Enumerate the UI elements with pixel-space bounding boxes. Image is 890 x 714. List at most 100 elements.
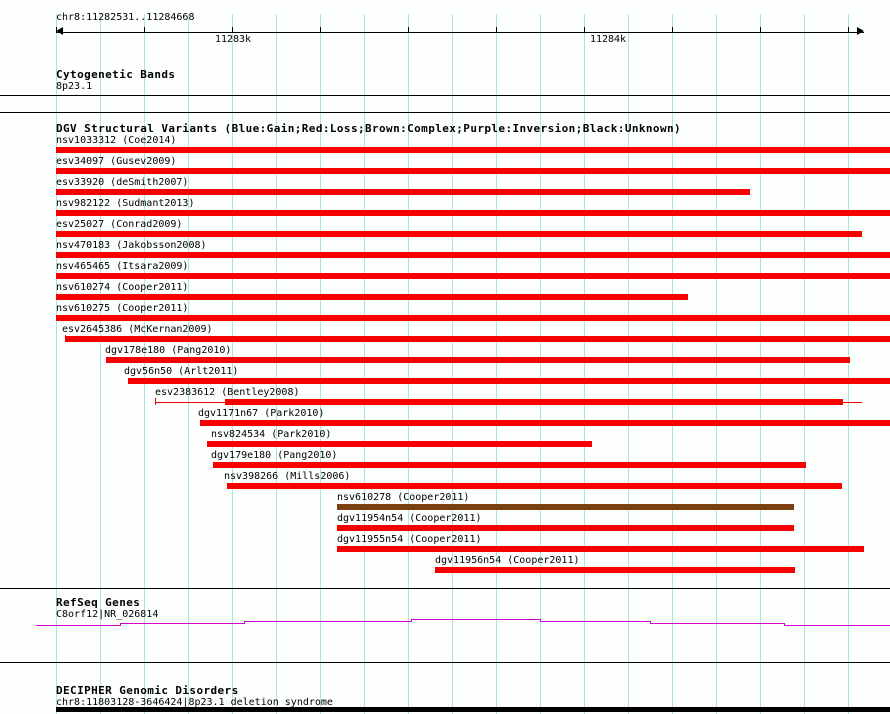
gridline — [232, 14, 233, 714]
sv-feature-label[interactable]: nsv610278 (Cooper2011) — [337, 492, 470, 503]
ruler-tick — [56, 27, 57, 33]
ruler-tick — [232, 27, 233, 33]
gene-exon-segment[interactable] — [244, 621, 411, 623]
sv-feature-bar[interactable] — [227, 483, 842, 489]
ruler-tick — [144, 27, 145, 33]
sv-feature-label[interactable]: nsv610275 (Cooper2011) — [56, 303, 189, 314]
locus-coordinate-label: chr8:11282531..11284668 — [56, 12, 195, 23]
gridline — [364, 14, 365, 714]
sv-feature-label[interactable]: esv2383612 (Bentley2008) — [155, 387, 300, 398]
sv-feature-bar[interactable] — [225, 399, 843, 405]
sv-feature-bar[interactable] — [56, 168, 890, 174]
gridline — [188, 14, 189, 714]
ruler-tick-label: 11284k — [589, 34, 627, 45]
ruler-tick — [760, 27, 761, 33]
gene-intron-riser — [650, 621, 652, 625]
sv-feature-label[interactable]: dgv11954n54 (Cooper2011) — [337, 513, 482, 524]
sv-feature-bar[interactable] — [65, 336, 890, 342]
sv-feature-bar[interactable] — [106, 357, 850, 363]
sv-feature-bar[interactable] — [128, 378, 890, 384]
gene-intron-riser — [411, 619, 413, 623]
sv-feature-bar[interactable] — [337, 504, 794, 510]
decipher-disorder-label[interactable]: chr8:11803128-3646424|8p23.1 deletion sy… — [56, 697, 333, 708]
gridline — [496, 14, 497, 714]
sv-feature-label[interactable]: dgv179e180 (Pang2010) — [211, 450, 338, 461]
sv-feature-bar[interactable] — [337, 546, 864, 552]
ruler-tick — [320, 27, 321, 33]
sv-feature-label[interactable]: dgv11956n54 (Cooper2011) — [435, 555, 580, 566]
sv-feature-label[interactable]: dgv56n50 (Arlt2011) — [124, 366, 239, 377]
track-separator — [0, 112, 890, 113]
sv-feature-bar[interactable] — [213, 462, 806, 468]
decipher-disorder-bar[interactable] — [56, 707, 890, 712]
sv-feature-label[interactable]: dgv178e180 (Pang2010) — [105, 345, 232, 356]
sv-feature-bar[interactable] — [337, 525, 794, 531]
gridline — [760, 14, 761, 714]
gene-exon-segment[interactable] — [650, 623, 784, 625]
ruler-tick — [408, 27, 409, 33]
sv-feature-bar[interactable] — [56, 315, 890, 321]
gridline — [100, 14, 101, 714]
gene-exon-segment[interactable] — [540, 621, 650, 623]
gridline — [848, 14, 849, 714]
sv-feature-label[interactable]: nsv465465 (Itsara2009) — [56, 261, 189, 272]
sv-feature-bar[interactable] — [56, 147, 890, 153]
sv-feature-label[interactable]: esv34097 (Gusev2009) — [56, 156, 177, 167]
gridline — [628, 14, 629, 714]
track-title-dgv-structural-variants: DGV Structural Variants (Blue:Gain;Red:L… — [56, 122, 682, 135]
track-separator — [0, 662, 890, 663]
sv-feature-bar[interactable] — [56, 294, 688, 300]
track-title-cytogenetic-bands: Cytogenetic Bands — [56, 68, 176, 81]
cytoband-label[interactable]: 8p23.1 — [56, 81, 93, 92]
gridline — [804, 14, 805, 714]
gridline — [452, 14, 453, 714]
sv-feature-bar[interactable] — [56, 273, 890, 279]
sv-feature-label[interactable]: nsv398266 (Mills2006) — [224, 471, 351, 482]
track-title-refseq-genes: RefSeq Genes — [56, 596, 141, 609]
sv-feature-label[interactable]: esv25027 (Conrad2009) — [56, 219, 183, 230]
gridline — [276, 14, 277, 714]
sv-feature-bar[interactable] — [56, 189, 750, 195]
ruler-tick — [848, 27, 849, 33]
ruler-tick — [496, 27, 497, 33]
gene-intron-riser — [540, 619, 542, 623]
sv-feature-label[interactable]: dgv1171n67 (Park2010) — [198, 408, 325, 419]
gridline — [144, 14, 145, 714]
gridline — [540, 14, 541, 714]
gridline — [408, 14, 409, 714]
refseq-gene-label[interactable]: C8orf12|NR_026814 — [56, 609, 159, 620]
sv-feature-label[interactable]: nsv610274 (Cooper2011) — [56, 282, 189, 293]
sv-feature-label[interactable]: nsv982122 (Sudmant2013) — [56, 198, 195, 209]
sv-feature-bar[interactable] — [56, 231, 862, 237]
sv-feature-bar[interactable] — [207, 441, 592, 447]
track-title-decipher-genomic-disorders: DECIPHER Genomic Disorders — [56, 684, 239, 697]
gene-exon-segment[interactable] — [411, 619, 540, 621]
sv-feature-bar[interactable] — [435, 567, 795, 573]
sv-feature-label[interactable]: nsv824534 (Park2010) — [211, 429, 332, 440]
sv-feature-bar[interactable] — [56, 252, 890, 258]
gene-exon-segment[interactable] — [36, 625, 120, 627]
ruler-tick-label: 11283k — [214, 34, 252, 45]
sv-feature-label[interactable]: esv33920 (deSmith2007) — [56, 177, 189, 188]
track-separator — [0, 95, 890, 96]
arrow-left-icon — [56, 27, 63, 35]
gridline — [584, 14, 585, 714]
sv-feature-label[interactable]: dgv11955n54 (Cooper2011) — [337, 534, 482, 545]
sv-feature-label[interactable]: nsv1033312 (Coe2014) — [56, 135, 177, 146]
sv-feature-label[interactable]: esv2645386 (McKernan2009) — [62, 324, 213, 335]
sv-feature-bar[interactable] — [200, 420, 890, 426]
gridline — [320, 14, 321, 714]
arrow-right-icon — [857, 27, 864, 35]
sv-feature-bar[interactable] — [56, 210, 890, 216]
gene-exon-segment[interactable] — [120, 623, 244, 625]
ruler-axis-line — [56, 32, 864, 33]
track-separator — [0, 588, 890, 589]
gridline — [672, 14, 673, 714]
ruler-tick — [672, 27, 673, 33]
gene-exon-segment[interactable] — [784, 625, 890, 627]
ruler-tick — [584, 27, 585, 33]
sv-feature-label[interactable]: nsv470183 (Jakobsson2008) — [56, 240, 207, 251]
gridline — [716, 14, 717, 714]
sv-feature-end-tick — [155, 398, 156, 405]
